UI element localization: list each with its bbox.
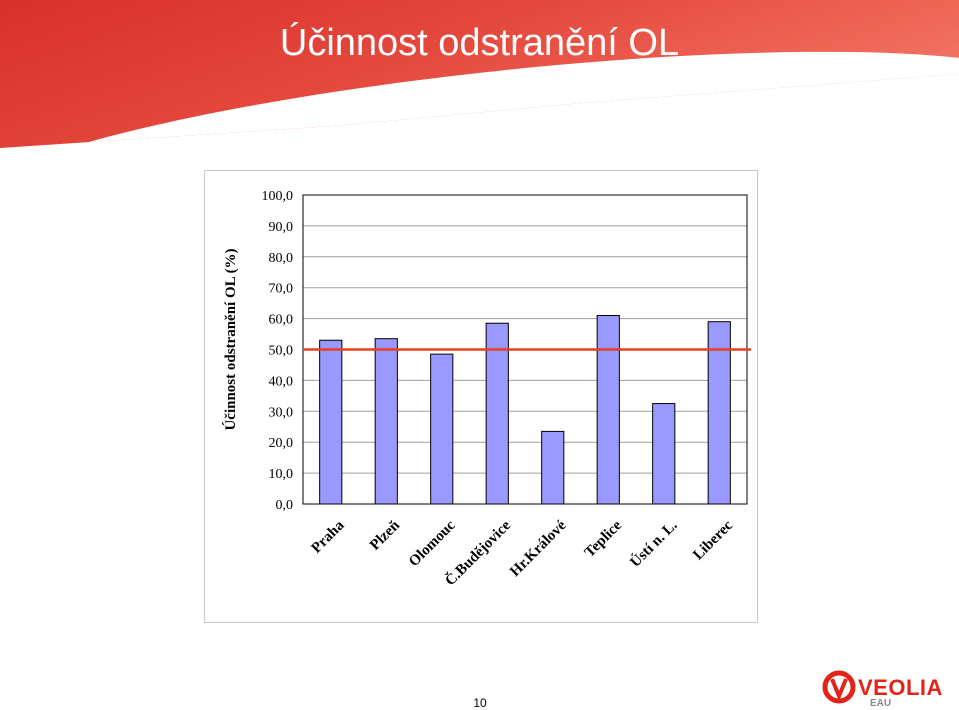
bar-chart: 0,0 10,0 20,0 30,0 40,0 50,0 60,0 70,0 80,0 90,0 1… (222, 189, 751, 589)
x-tick-label: Liberec (690, 517, 736, 563)
y-tick-label: 70,0 (269, 282, 294, 297)
logo-text: VEOLIA (858, 675, 943, 700)
bar (485, 322, 509, 505)
bar (374, 338, 398, 505)
x-tick-label: Praha (309, 517, 348, 556)
y-tick-label: 20,0 (269, 436, 294, 451)
chart-container: 0,0 10,0 20,0 30,0 40,0 50,0 60,0 70,0 80,0 90,0 1… (204, 170, 758, 623)
y-tick-label: 100,0 (262, 189, 294, 204)
bar (596, 315, 620, 505)
veolia-logo: VEOLIA EAU (822, 667, 943, 709)
y-tick-label: 80,0 (269, 251, 294, 266)
y-tick-label: 10,0 (269, 467, 294, 482)
y-tick-label: 60,0 (269, 313, 294, 328)
y-tick-label: 30,0 (269, 405, 294, 420)
bar (707, 321, 731, 505)
x-tick-label: Ústí n. L. (627, 517, 681, 571)
logo-subtext: EAU (870, 698, 892, 709)
y-tick-label: 0,0 (276, 498, 294, 513)
page-title: Účinnost odstranění OL (279, 22, 680, 64)
y-tick-label: 90,0 (269, 220, 294, 235)
bar (430, 353, 454, 505)
bar (652, 403, 676, 505)
x-tick-label: Plzeň (367, 517, 404, 554)
y-axis-label: Účinnost odstranění OL (%) (222, 248, 239, 430)
bar (319, 339, 343, 505)
page-number: 10 (473, 696, 487, 710)
y-tick-label: 50,0 (269, 344, 294, 359)
veolia-logo-icon (822, 670, 856, 704)
y-tick-label: 40,0 (269, 374, 294, 389)
x-tick-label: Olomouc (406, 517, 459, 570)
x-tick-label: Hr.Králové (507, 517, 570, 580)
bar (541, 430, 565, 505)
x-tick-label: Teplice (582, 517, 626, 561)
